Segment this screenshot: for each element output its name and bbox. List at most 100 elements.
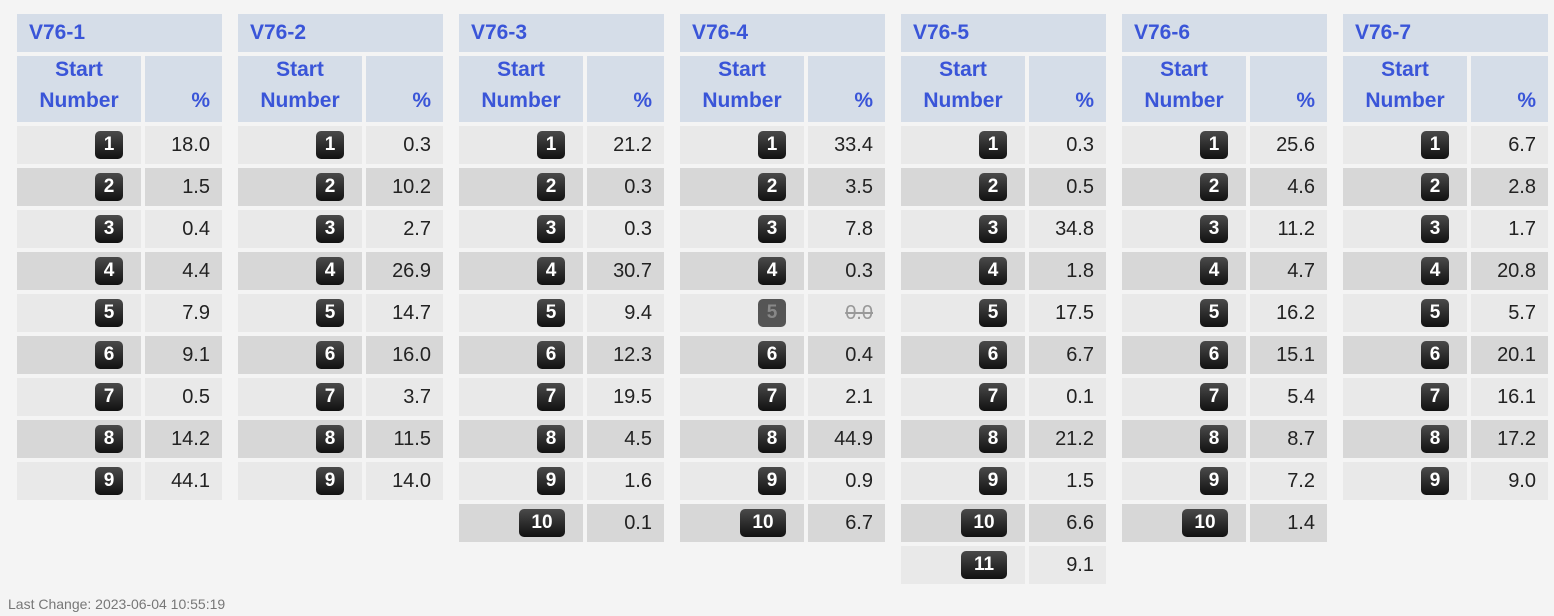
- percent-cell: 9.4: [587, 294, 664, 332]
- start-number-badge: 9: [537, 467, 565, 495]
- start-number-badge: 5: [537, 299, 565, 327]
- percent-value: 17.2: [1497, 427, 1536, 450]
- percent-value: 9.0: [1508, 469, 1536, 492]
- start-number-badge: 5: [1200, 299, 1228, 327]
- start-number-badge: 9: [316, 467, 344, 495]
- percent-value: 14.7: [392, 301, 431, 324]
- start-number-badge: 8: [758, 425, 786, 453]
- start-number-badge: 10: [740, 509, 786, 537]
- start-cell: 10: [459, 504, 583, 542]
- percent-cell: 4.7: [1250, 252, 1327, 290]
- percent-cell: 0.0: [808, 294, 885, 332]
- column-header-text: %: [1296, 89, 1315, 112]
- column-header: %: [808, 56, 885, 122]
- percent-value: 6.6: [1066, 511, 1094, 534]
- percent-value: 7.9: [182, 301, 210, 324]
- start-number-badge: 7: [1200, 383, 1228, 411]
- column-header: Start Number: [17, 56, 141, 122]
- start-cell: 3: [17, 210, 141, 248]
- percent-cell: 0.3: [366, 126, 443, 164]
- percent-cell: 0.4: [808, 336, 885, 374]
- column-header-text: %: [1075, 89, 1094, 112]
- start-cell: 2: [1122, 168, 1246, 206]
- percent-cell: 9.0: [1471, 462, 1548, 500]
- percent-cell: 16.2: [1250, 294, 1327, 332]
- start-number-badge: 1: [95, 131, 123, 159]
- start-cell: 3: [459, 210, 583, 248]
- percent-cell: 14.0: [366, 462, 443, 500]
- percent-value: 1.4: [1287, 511, 1315, 534]
- percent-cell: 6.6: [1029, 504, 1106, 542]
- start-number-badge: 3: [316, 215, 344, 243]
- start-cell: 6: [238, 336, 362, 374]
- percent-value: 10.2: [392, 175, 431, 198]
- start-cell: 9: [680, 462, 804, 500]
- start-number-badge: 4: [95, 257, 123, 285]
- percent-cell: 14.2: [145, 420, 222, 458]
- percent-cell: 2.1: [808, 378, 885, 416]
- start-number-badge: 3: [95, 215, 123, 243]
- start-table: V76-3 Start Number% 1 21.2 2 0.3 3 0.3 4 30.7 5 9.4…: [459, 14, 664, 542]
- start-cell: 9: [17, 462, 141, 500]
- percent-cell: 25.6: [1250, 126, 1327, 164]
- start-cell: 6: [1122, 336, 1246, 374]
- start-cell: 1: [901, 126, 1025, 164]
- start-cell: 6: [1343, 336, 1467, 374]
- start-cell: 5: [1122, 294, 1246, 332]
- percent-cell: 6.7: [808, 504, 885, 542]
- percent-value: 6.7: [1066, 343, 1094, 366]
- start-cell: 5: [1343, 294, 1467, 332]
- percent-value: 0.3: [845, 259, 873, 282]
- column-header: %: [1029, 56, 1106, 122]
- start-number-badge: 3: [979, 215, 1007, 243]
- percent-value: 4.6: [1287, 175, 1315, 198]
- start-number-badge: 2: [1200, 173, 1228, 201]
- start-table: V76-6 Start Number% 1 25.6 2 4.6 3 11.2 4 4.7 5 16.…: [1122, 14, 1327, 542]
- column-header-text: %: [633, 89, 652, 112]
- percent-cell: 20.1: [1471, 336, 1548, 374]
- start-cell: 1: [17, 126, 141, 164]
- start-cell: 4: [1343, 252, 1467, 290]
- start-number-badge: 6: [1421, 341, 1449, 369]
- start-cell: 1: [1343, 126, 1467, 164]
- column-header-text: Start Number: [923, 58, 1003, 112]
- percent-value: 8.7: [1287, 427, 1315, 450]
- start-number-badge: 8: [537, 425, 565, 453]
- column-header: Start Number: [1122, 56, 1246, 122]
- start-number-badge: 11: [961, 551, 1007, 579]
- start-cell: 1: [1122, 126, 1246, 164]
- percent-cell: 1.5: [1029, 462, 1106, 500]
- start-number-badge: 6: [1200, 341, 1228, 369]
- percent-value: 2.7: [403, 217, 431, 240]
- start-cell: 7: [1343, 378, 1467, 416]
- start-cell: 2: [680, 168, 804, 206]
- start-cell: 8: [1122, 420, 1246, 458]
- start-number-badge: 6: [316, 341, 344, 369]
- start-cell: 10: [1122, 504, 1246, 542]
- column-header-text: Start Number: [481, 58, 561, 112]
- start-number-badge: 8: [95, 425, 123, 453]
- start-cell: 4: [680, 252, 804, 290]
- start-number-badge: 5: [95, 299, 123, 327]
- column-header-text: %: [191, 89, 210, 112]
- start-number-badge: 9: [758, 467, 786, 495]
- percent-value: 0.3: [403, 133, 431, 156]
- table-title: V76-3: [459, 14, 664, 52]
- percent-value: 11.2: [1277, 217, 1315, 240]
- column-header-text: Start Number: [1144, 58, 1224, 112]
- percent-value: 25.6: [1276, 133, 1315, 156]
- percent-cell: 3.7: [366, 378, 443, 416]
- percent-cell: 6.7: [1471, 126, 1548, 164]
- percent-value: 3.5: [845, 175, 873, 198]
- start-cell: 6: [17, 336, 141, 374]
- start-cell: 7: [238, 378, 362, 416]
- start-cell: 7: [459, 378, 583, 416]
- start-cell: 1: [680, 126, 804, 164]
- start-cell: 3: [1122, 210, 1246, 248]
- percent-value: 44.9: [834, 427, 873, 450]
- percent-cell: 0.3: [587, 168, 664, 206]
- percent-cell: 1.5: [145, 168, 222, 206]
- start-cell: 6: [901, 336, 1025, 374]
- percent-value: 2.8: [1508, 175, 1536, 198]
- start-cell: 6: [459, 336, 583, 374]
